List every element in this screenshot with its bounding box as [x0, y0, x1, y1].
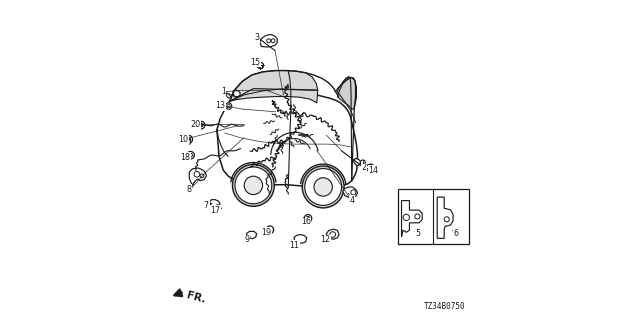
Text: 3: 3 [255, 33, 260, 42]
Polygon shape [217, 88, 357, 188]
Text: 5: 5 [416, 229, 421, 238]
Polygon shape [210, 200, 220, 206]
Circle shape [189, 153, 193, 157]
Polygon shape [343, 187, 357, 197]
Circle shape [186, 137, 191, 142]
Polygon shape [233, 90, 240, 97]
Text: 8: 8 [187, 185, 192, 194]
Polygon shape [337, 77, 356, 109]
Circle shape [271, 39, 275, 43]
Circle shape [235, 167, 272, 204]
Circle shape [302, 166, 344, 208]
Circle shape [232, 164, 275, 206]
Circle shape [215, 205, 221, 211]
Polygon shape [246, 231, 257, 239]
Circle shape [304, 215, 312, 222]
Circle shape [199, 123, 203, 127]
Text: 6: 6 [453, 229, 458, 238]
Circle shape [257, 62, 264, 69]
Circle shape [187, 151, 195, 159]
Text: 4: 4 [349, 196, 354, 205]
Circle shape [267, 39, 271, 43]
Circle shape [314, 178, 332, 196]
Circle shape [266, 226, 274, 234]
Text: 16: 16 [301, 217, 311, 226]
Text: 2: 2 [361, 164, 366, 172]
Circle shape [244, 176, 262, 195]
Polygon shape [401, 201, 422, 237]
Circle shape [184, 135, 193, 143]
Text: 1: 1 [221, 87, 226, 96]
Polygon shape [260, 35, 277, 47]
Circle shape [306, 216, 310, 220]
Text: 20: 20 [191, 120, 201, 129]
Text: 13: 13 [215, 101, 225, 110]
Text: 7: 7 [204, 201, 209, 210]
Polygon shape [353, 158, 360, 166]
Circle shape [415, 214, 420, 219]
Text: 14: 14 [368, 166, 378, 175]
Circle shape [444, 217, 449, 222]
Polygon shape [366, 164, 373, 171]
Text: 19: 19 [262, 228, 272, 237]
Polygon shape [230, 70, 318, 103]
Polygon shape [326, 229, 339, 239]
Circle shape [367, 164, 374, 172]
Circle shape [268, 228, 272, 232]
Text: TZ34B0750: TZ34B0750 [424, 302, 466, 311]
Text: FR.: FR. [186, 291, 207, 305]
Text: 17: 17 [211, 206, 220, 215]
Text: 10: 10 [178, 135, 188, 144]
Polygon shape [227, 93, 231, 98]
Text: 11: 11 [289, 241, 299, 250]
Polygon shape [437, 197, 453, 238]
Circle shape [194, 172, 200, 177]
Circle shape [403, 214, 410, 220]
Circle shape [330, 232, 335, 237]
Circle shape [197, 121, 205, 129]
FancyBboxPatch shape [397, 188, 469, 244]
Circle shape [360, 160, 365, 165]
Text: 15: 15 [250, 58, 260, 67]
Circle shape [225, 103, 232, 109]
Text: 9: 9 [244, 236, 250, 244]
Circle shape [305, 169, 342, 205]
Circle shape [227, 105, 230, 108]
Text: 12: 12 [321, 236, 331, 244]
Polygon shape [189, 168, 207, 185]
Polygon shape [186, 140, 191, 144]
Circle shape [200, 174, 204, 178]
Polygon shape [294, 235, 307, 243]
Text: 18: 18 [180, 153, 190, 162]
Circle shape [351, 190, 356, 195]
